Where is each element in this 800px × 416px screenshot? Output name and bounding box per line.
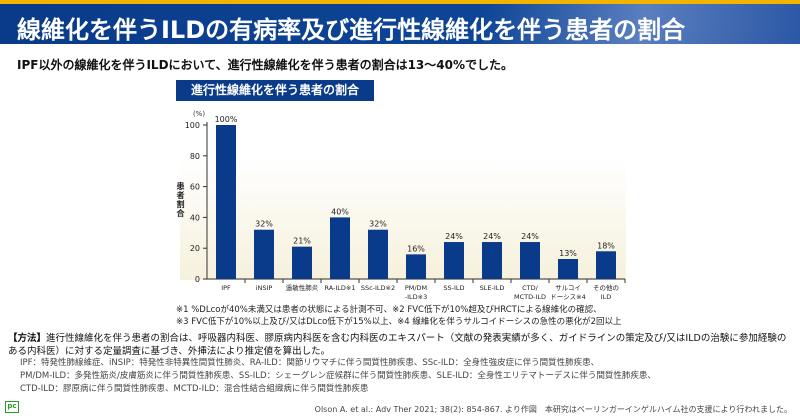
data-label: 16% bbox=[407, 244, 425, 253]
footnote-line: ※3 FVC低下が10%以上及び/又はDLco低下が15%以上、※4 線維化を伴… bbox=[176, 317, 622, 327]
chart-title: 進行性線維化を伴う患者の割合 bbox=[176, 80, 374, 101]
abbreviation-line: IPF：特発性肺線維症、iNSIP：特発性非特異性間質性肺炎、RA-ILD：関節… bbox=[20, 358, 600, 368]
method-body: 進行性線維化を伴う患者の割合は、呼吸器内科医、膠原病内科医を含む内科医のエキスパ… bbox=[8, 333, 787, 357]
y-tick-label: 80 bbox=[190, 152, 200, 161]
lead-text: IPF以外の線維化を伴うILDにおいて、進行性線維化を伴う患者の割合は13～40… bbox=[17, 58, 513, 72]
footnote-line: ※1 %DLcoが40%未満又は患者の状態による計測不可、※2 FVC低下が10… bbox=[176, 305, 602, 315]
x-tick-label: SS-ILD bbox=[443, 284, 464, 292]
bar bbox=[292, 246, 312, 279]
bar bbox=[520, 242, 540, 279]
data-label: 24% bbox=[445, 232, 463, 241]
x-tick-label: ILD bbox=[601, 293, 612, 301]
citation: Olson A. et al.: Adv Ther 2021; 38(2): 8… bbox=[314, 405, 792, 414]
bar bbox=[330, 217, 350, 279]
y-unit-label: (%) bbox=[193, 110, 205, 118]
pc-logo: pc bbox=[5, 401, 19, 413]
y-tick-label: 40 bbox=[190, 213, 200, 222]
y-axis-label: 患者割合 bbox=[176, 182, 185, 218]
x-tick-label: PM/DM bbox=[405, 284, 427, 292]
data-label: 18% bbox=[597, 241, 615, 250]
data-label: 100% bbox=[215, 115, 238, 124]
bar bbox=[558, 258, 578, 279]
bar bbox=[444, 242, 464, 279]
bar bbox=[406, 254, 426, 279]
x-tick-label: -ILD※3 bbox=[405, 293, 427, 301]
y-tick-label: 60 bbox=[190, 183, 200, 192]
method-text: 【方法】進行性線維化を伴う患者の割合は、呼吸器内科医、膠原病内科医を含む内科医の… bbox=[8, 332, 788, 358]
bar bbox=[216, 125, 236, 279]
abbreviation-line: PM/DM-ILD：多発性筋炎/皮膚筋炎に伴う間質性肺疾患、SS-ILD：シェー… bbox=[20, 371, 656, 381]
y-tick-label: 0 bbox=[195, 275, 200, 284]
x-tick-label: 過敏性肺炎 bbox=[286, 283, 319, 292]
x-tick-label: SLE-ILD bbox=[480, 284, 505, 292]
x-tick-label: サルコイ bbox=[555, 284, 581, 292]
bar-chart: (%) 0 20 40 60 80 100 100% IPF 32% iNSIP 21% 過敏性肺炎 40… bbox=[185, 110, 626, 301]
bar bbox=[368, 229, 388, 279]
x-tick-label: IPF bbox=[221, 284, 231, 292]
x-tick-label: その他の bbox=[593, 283, 619, 292]
y-tick-label: 100 bbox=[185, 121, 200, 130]
top-accent-line bbox=[0, 0, 800, 4]
header-bar: 線維化を伴うILDの有病率及び進行性線維化を伴う患者の割合 bbox=[0, 4, 800, 44]
abbreviation-line: CTD-ILD：膠原病に伴う間質性肺疾患、MCTD-ILD：混合性結合組織病に伴… bbox=[20, 384, 369, 394]
data-label: 24% bbox=[483, 232, 501, 241]
data-label: 32% bbox=[369, 220, 387, 229]
method-label: 【方法】 bbox=[8, 333, 47, 344]
footnotes: ※1 %DLcoが40%未満又は患者の状態による計測不可、※2 FVC低下が10… bbox=[176, 304, 621, 328]
data-label: 24% bbox=[521, 232, 539, 241]
data-label: 32% bbox=[255, 220, 273, 229]
abbreviations: IPF：特発性肺線維症、iNSIP：特発性非特異性間質性肺炎、RA-ILD：関節… bbox=[20, 357, 656, 396]
x-tick-label: ドーシス※4 bbox=[550, 293, 585, 301]
bar bbox=[596, 251, 616, 279]
data-label: 21% bbox=[293, 237, 311, 246]
x-tick-label: RA-ILD※1 bbox=[324, 284, 355, 292]
x-tick-label: CTD/ bbox=[522, 284, 539, 292]
data-label: 40% bbox=[331, 207, 349, 216]
bar bbox=[254, 229, 274, 279]
data-label: 13% bbox=[559, 249, 577, 258]
x-tick-label: SSc-ILD※2 bbox=[361, 284, 395, 292]
x-tick-label: MCTD-ILD bbox=[514, 293, 546, 301]
y-tick-label: 20 bbox=[190, 244, 200, 253]
x-tick-label: iNSIP bbox=[256, 284, 273, 292]
bar bbox=[482, 242, 502, 279]
page-title: 線維化を伴うILDの有病率及び進行性線維化を伴う患者の割合 bbox=[17, 16, 686, 44]
